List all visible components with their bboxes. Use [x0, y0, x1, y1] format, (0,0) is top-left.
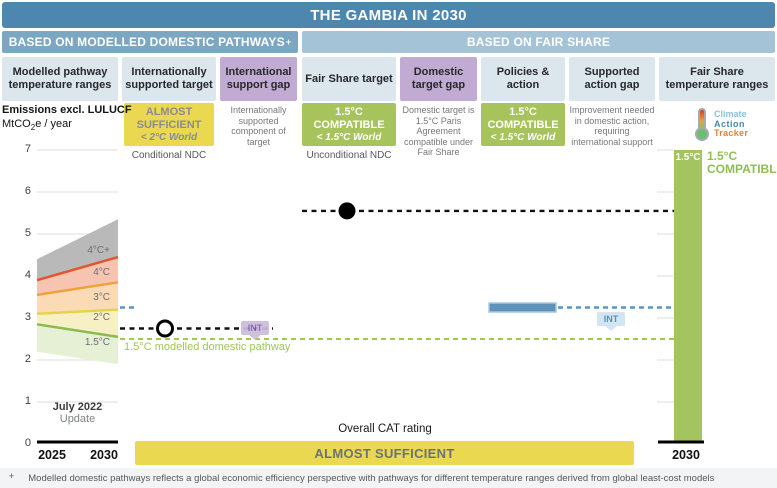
fair-share-bar-side-label: 1.5°C COMPATIBLE — [707, 150, 777, 176]
update-date: July 2022 — [52, 401, 103, 413]
band-boundary-line — [36, 281, 119, 297]
logo-wordmark: Climate Action Tracker — [714, 110, 748, 139]
column-header-international-support-gap: International support gap — [220, 57, 297, 101]
update-stamp: July 2022 Update — [37, 401, 118, 425]
temperature-band-label: 3°C — [93, 291, 110, 303]
column-header-supported-action-gap: Supported action gap — [569, 57, 655, 101]
rating-badge-policies-action: 1.5°C COMPATIBLE < 1.5°C World — [481, 103, 565, 146]
y-tick-label: 2 — [24, 353, 31, 365]
y-tick-label: 1 — [24, 395, 31, 407]
band-boundary-line — [36, 323, 119, 339]
note-supported-action-gap: Improvement needed in domestic action, r… — [569, 105, 655, 147]
y-tick-label: 7 — [24, 143, 31, 155]
unit-subscript: 2 — [30, 123, 36, 133]
footnote-marker: + — [9, 471, 15, 481]
rating-text: 1.5°C COMPATIBLE — [313, 106, 385, 131]
logo-line: Climate — [714, 109, 747, 120]
temperature-band-label: 4°C+ — [87, 244, 110, 256]
conditional-ndc-label: Conditional NDC — [131, 150, 207, 161]
column-header-fair-share-temperature-ranges: Fair Share temperature ranges — [659, 57, 775, 101]
column-header-policies-action: Policies & action — [481, 57, 565, 101]
unconditional-ndc-label: Unconditional NDC — [306, 150, 392, 161]
policies-action-bar — [488, 302, 557, 313]
rating-badge-internationally-supported-target: ALMOST SUFFICIENT < 2°C World — [124, 103, 214, 146]
int-support-badge-action: INT — [597, 312, 625, 331]
int-badge-arrow — [604, 325, 618, 331]
temperature-band-label: 1.5°C — [84, 337, 110, 349]
column-header-modelled-pathway-ranges: Modelled pathway temperature ranges — [2, 57, 118, 101]
fair-share-range-bar — [674, 150, 702, 443]
rating-text: 1.5°C COMPATIBLE — [487, 106, 559, 131]
thermometer-bulb — [695, 127, 709, 141]
footnote: + Modelled domestic pathways reflects a … — [0, 468, 777, 488]
modelled-domestic-pathway-label: 1.5°C modelled domestic pathway — [124, 341, 291, 353]
y-tick-label: 5 — [24, 227, 31, 239]
y-tick-label: 0 — [24, 437, 31, 449]
logo-line: Action — [714, 118, 745, 129]
fair-share-target-marker — [338, 202, 356, 220]
rating-world-text: < 1.5°C World — [316, 132, 382, 143]
column-header-domestic-target-gap: Domestic target gap — [400, 57, 477, 101]
page-title: THE GAMBIA IN 2030 — [2, 2, 775, 28]
y-axis-unit: MtCO2e / year — [2, 118, 72, 132]
int-badge-arrow — [248, 334, 262, 340]
overall-cat-rating-badge: ALMOST SUFFICIENT — [135, 441, 634, 465]
column-header-fair-share-target: Fair Share target — [302, 57, 396, 101]
section-left-label: BASED ON MODELLED DOMESTIC PATHWAYS — [8, 35, 285, 49]
section-fair-share: BASED ON FAIR SHARE — [302, 31, 775, 53]
temperature-band-label: 4°C — [93, 267, 110, 279]
thermometer-icon — [694, 108, 710, 141]
y-axis-title: Emissions excl. LULUCF — [2, 104, 132, 116]
temperature-band-label: 2°C — [93, 312, 110, 323]
x-tick-2030-left: 2030 — [90, 448, 118, 462]
supported-target-marker — [156, 319, 174, 338]
temperature-band — [37, 257, 118, 295]
climate-action-tracker-logo: Climate Action Tracker — [694, 108, 748, 141]
temperature-band — [37, 309, 118, 337]
temperature-band — [37, 219, 118, 281]
band-boundary-line — [36, 308, 119, 316]
side-label-line: COMPATIBLE — [707, 162, 777, 176]
overall-cat-rating-title: Overall CAT rating — [338, 423, 432, 435]
section-modelled-domestic-pathways: BASED ON MODELLED DOMESTIC PATHWAYS + — [2, 31, 298, 53]
x-tick-2025: 2025 — [38, 448, 66, 462]
y-tick-label: 3 — [24, 311, 31, 323]
note-international-support-gap: Internationally supported component of t… — [230, 105, 287, 147]
logo-line: Tracker — [714, 128, 749, 139]
rating-badge-fair-share-target: 1.5°C COMPATIBLE < 1.5°C World — [302, 103, 396, 146]
band-boundary-line — [36, 255, 119, 282]
x-tick-2030-right: 2030 — [672, 448, 700, 462]
rating-world-text: < 2°C World — [140, 132, 198, 143]
int-support-badge-target: INT — [241, 321, 269, 340]
int-label: INT — [597, 312, 625, 326]
note-domestic-target-gap: Domestic target is 1.5°C Paris Agreement… — [402, 105, 475, 157]
side-label-line: 1.5°C — [707, 149, 738, 163]
rating-text: ALMOST SUFFICIENT — [136, 106, 202, 131]
unit-suffix: e / year — [35, 118, 72, 130]
fair-share-bar-label: 1.5°C — [675, 152, 701, 163]
temperature-band — [37, 282, 118, 314]
footnote-text: Modelled domestic pathways reflects a gl… — [28, 472, 715, 484]
y-tick-label: 4 — [24, 269, 31, 281]
update-word: Update — [59, 413, 96, 425]
y-tick-label: 6 — [24, 185, 31, 197]
column-header-internationally-supported-target: Internationally supported target — [122, 57, 216, 101]
int-label: INT — [241, 321, 269, 335]
unit-prefix: MtCO — [2, 118, 31, 130]
rating-world-text: < 1.5°C World — [490, 132, 556, 143]
